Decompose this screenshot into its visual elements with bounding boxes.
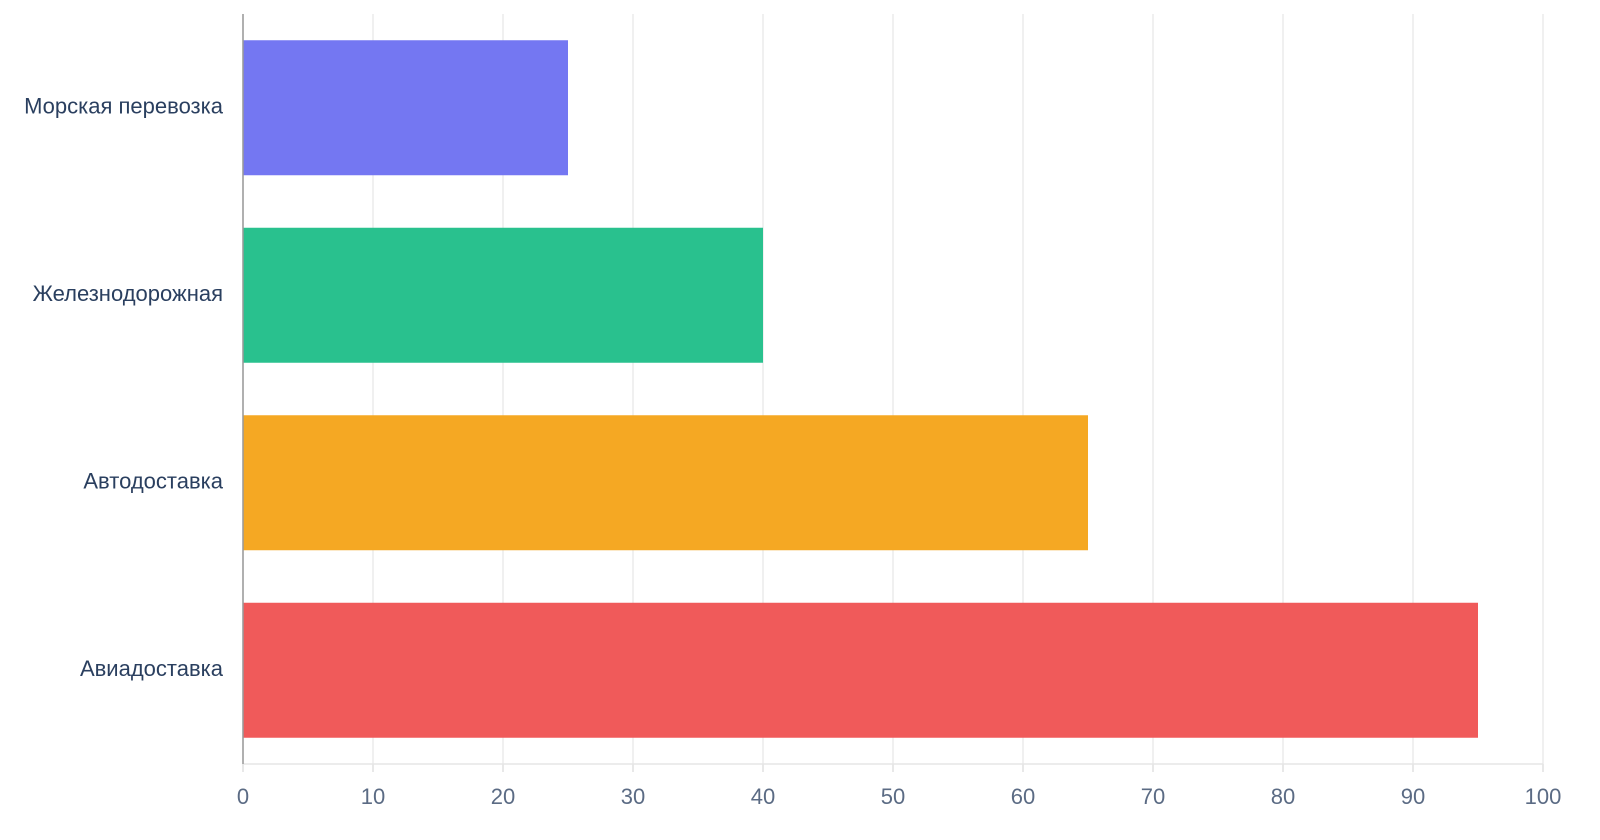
bar [243,415,1088,551]
x-tick-label: 70 [1141,784,1165,809]
x-tick-label: 40 [751,784,775,809]
x-tick-label: 0 [237,784,249,809]
x-tick-label: 80 [1271,784,1295,809]
x-tick-label: 60 [1011,784,1035,809]
x-tick-label: 20 [491,784,515,809]
x-tick-label: 30 [621,784,645,809]
x-tick-label: 90 [1401,784,1425,809]
x-tick-label: 50 [881,784,905,809]
bar [243,602,1478,738]
x-tick-label: 10 [361,784,385,809]
bar [243,227,763,363]
bar [243,40,568,176]
x-tick-label: 100 [1525,784,1562,809]
y-tick-label: Морская перевозка [24,94,224,119]
y-tick-label: Авиадоставка [80,656,224,681]
y-tick-label: Железнодорожная [33,281,223,306]
y-tick-label: Автодоставка [83,469,223,494]
